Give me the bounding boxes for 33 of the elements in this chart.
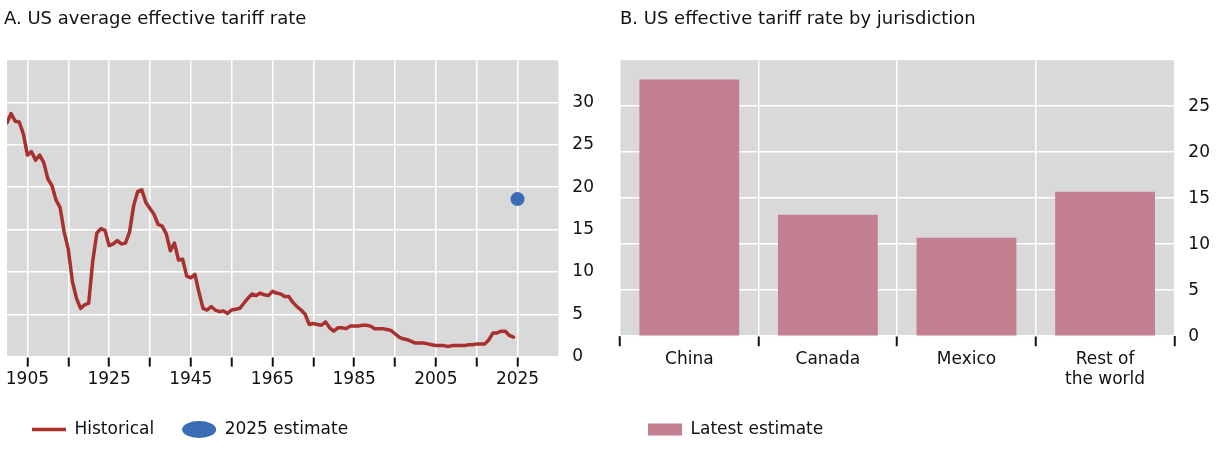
y-tick-label: 0 [1188, 324, 1200, 345]
y-tick-label: 20 [572, 175, 595, 196]
x-tick-label: 1925 [87, 368, 131, 389]
y-tick-label: 10 [572, 260, 595, 281]
bar [916, 237, 1017, 336]
x-tick-label: 1965 [250, 368, 295, 389]
x-tick-label: 1985 [332, 368, 376, 389]
y-tick-label: 20 [1188, 140, 1211, 161]
bar [639, 79, 740, 336]
x-tick-label: Canada [795, 347, 861, 368]
legend-label: Latest estimate [690, 417, 824, 438]
x-tick-label: 2025 [495, 368, 540, 389]
chart-title: B. US effective tariff rate by jurisdiction [619, 6, 977, 30]
y-tick-label: 10 [1188, 232, 1211, 253]
y-tick-label: 0 [572, 345, 584, 366]
y-tick-label: 30 [572, 90, 595, 111]
chart-title: A. US average effective tariff rate [3, 6, 308, 30]
x-tick-label: 1905 [5, 368, 50, 389]
bar [778, 214, 878, 336]
x-tick-label: Mexico [936, 347, 997, 368]
y-tick-label: 25 [1188, 94, 1211, 115]
x-tick-label: Rest of the world [1065, 347, 1146, 389]
legend-label: Historical [74, 417, 155, 438]
y-tick-label: 5 [1188, 278, 1200, 299]
y-tick-label: 5 [572, 302, 584, 323]
y-tick-label: 15 [1188, 186, 1211, 207]
x-tick-label: 1945 [169, 368, 213, 389]
bar [1055, 191, 1155, 336]
y-tick-label: 25 [572, 133, 595, 154]
legend-label: 2025 estimate [224, 417, 349, 438]
y-tick-label: 15 [572, 217, 595, 238]
x-tick-label: China [665, 347, 714, 368]
x-tick-label: 2005 [414, 368, 458, 389]
